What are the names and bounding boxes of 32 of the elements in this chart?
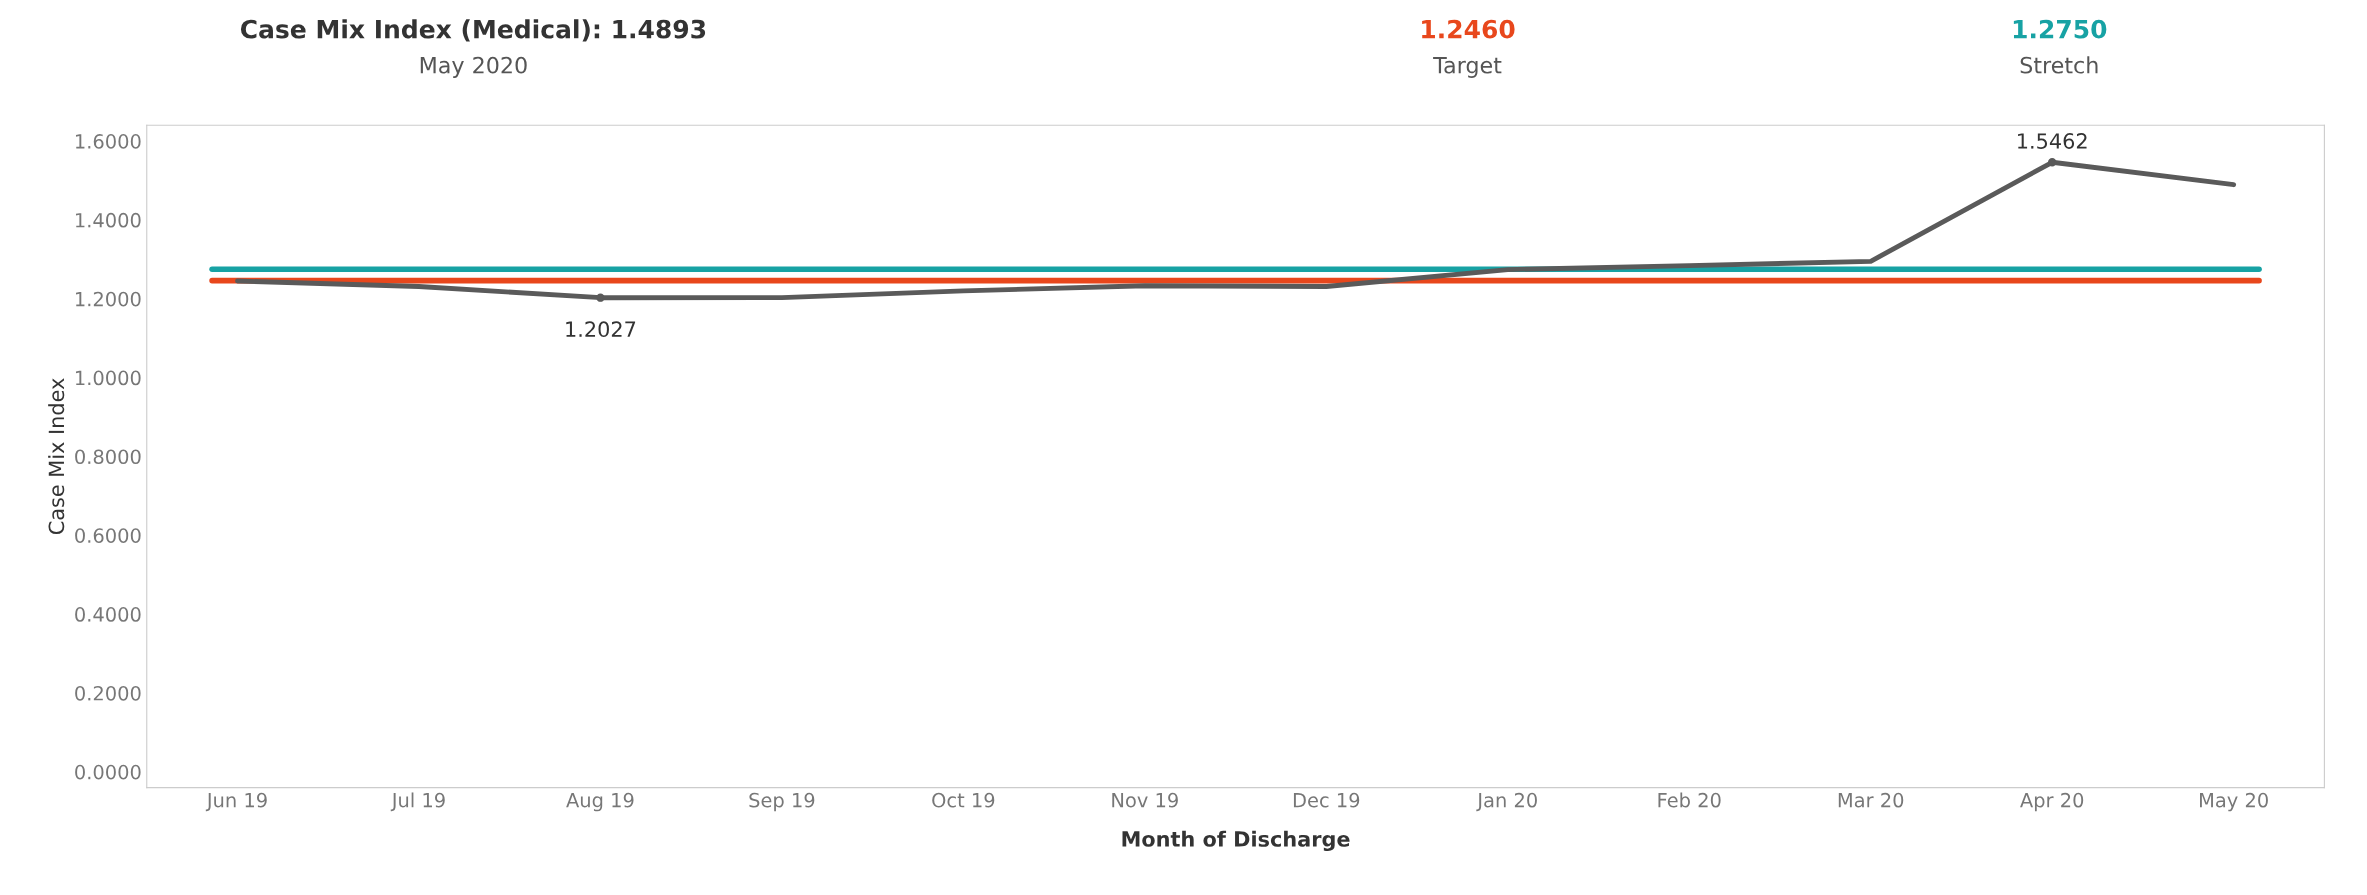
- x-tick-label: Nov 19: [1112, 792, 1178, 808]
- x-tick-label: Aug 19: [566, 792, 634, 812]
- chart-title: Case Mix Index (Medical): 1.4893: [240, 19, 706, 42]
- y-tick-label: 0.4000: [75, 607, 141, 622]
- y-tick-label: 1.4000: [75, 212, 141, 228]
- data-label: 1.5462: [2018, 133, 2087, 149]
- y-tick-label: 0.0000: [75, 764, 141, 780]
- x-tick-label: Apr 20: [2020, 792, 2084, 812]
- x-tick-label: May 20: [2200, 792, 2268, 812]
- x-tick-label: Jan 20: [1476, 792, 1537, 812]
- chart-subtitle: May 2020: [420, 56, 527, 78]
- text: 1.2750: [2013, 19, 2107, 39]
- y-tick-label: 0.8000: [75, 449, 141, 465]
- x-tick-label: Jul 19: [390, 792, 445, 812]
- text: Target: [1433, 57, 1502, 78]
- y-tick-label: 1.0000: [75, 370, 141, 386]
- y-tick-label: 0.6000: [75, 528, 141, 543]
- x-tick-label: Feb 20: [1658, 792, 1721, 808]
- x-tick-label: Sep 19: [749, 792, 815, 812]
- x-tick-label: Dec 19: [1293, 792, 1360, 808]
- line-series: [235, 158, 2237, 302]
- x-tick-label: Mar 20: [1838, 792, 1904, 808]
- y-tick-label: 1.2000: [75, 291, 141, 307]
- x-tick-label: Oct 19: [932, 792, 995, 808]
- text: 1.2460: [1422, 19, 1515, 39]
- y-tick-label: 1.6000: [75, 134, 141, 149]
- data-label: 1.2027: [566, 321, 636, 338]
- y-axis-title: Case Mix Index: [48, 378, 65, 535]
- x-axis-title: Month of Discharge: [1122, 830, 1350, 852]
- text: Stretch: [2020, 56, 2098, 74]
- x-tick-label: Jun 19: [205, 792, 267, 812]
- y-tick-label: 0.2000: [75, 685, 141, 701]
